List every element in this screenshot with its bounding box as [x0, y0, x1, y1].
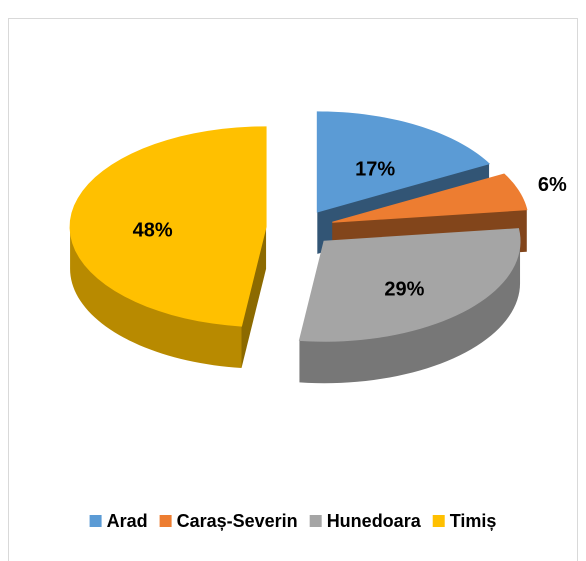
slice-wall — [70, 226, 242, 369]
data-label: 29% — [384, 279, 424, 301]
legend-swatch — [89, 515, 102, 527]
data-label: 48% — [133, 219, 173, 241]
legend-label: Timiș — [450, 511, 497, 531]
legend-swatch — [159, 515, 172, 527]
slice — [298, 228, 521, 342]
slice-wall — [299, 241, 521, 384]
legend-swatch — [309, 515, 322, 527]
slice — [316, 111, 491, 213]
slice — [332, 173, 528, 223]
legend-label: Arad — [107, 511, 148, 531]
legend-label: Caraș-Severin — [177, 511, 298, 531]
legend-swatch — [432, 515, 445, 527]
data-label: 6% — [538, 174, 567, 196]
data-label: 17% — [355, 158, 395, 180]
slice — [69, 126, 267, 327]
legend-label: Hunedoara — [327, 511, 422, 531]
slice-side — [241, 226, 267, 369]
